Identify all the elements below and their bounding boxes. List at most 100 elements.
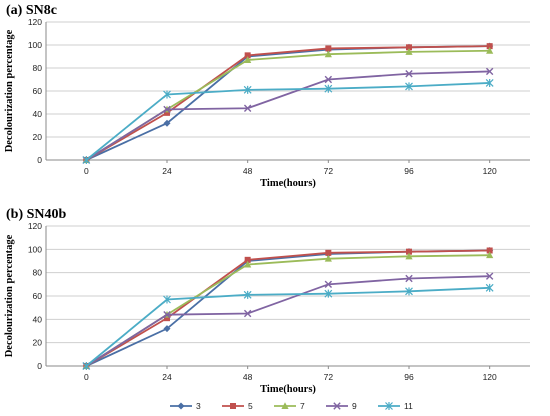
x-tick-label: 48: [243, 166, 253, 176]
data-point: [405, 252, 413, 260]
legend-marker: [385, 402, 393, 410]
y-tick-label: 20: [33, 132, 43, 142]
y-tick-label: 0: [37, 155, 42, 165]
data-point: [406, 44, 412, 51]
data-point: [163, 295, 171, 304]
data-point: [243, 104, 252, 112]
y-tick-label: 40: [33, 109, 43, 119]
y-tick-label: 80: [33, 268, 43, 278]
x-axis-title: Time(hours): [260, 384, 316, 395]
series-line: [85, 275, 490, 367]
series-11: [82, 78, 494, 164]
series-line: [85, 82, 490, 161]
data-point: [163, 310, 171, 319]
y-tick-label: 60: [33, 291, 43, 301]
legend-label: 9: [352, 401, 357, 411]
data-point: [485, 67, 494, 76]
series-line: [85, 70, 490, 161]
legend-item-7: 7: [274, 401, 305, 411]
data-point: [243, 290, 252, 299]
legend-marker: [281, 402, 289, 409]
data-point: [405, 70, 413, 78]
data-point: [244, 56, 252, 63]
legend-label: 3: [196, 401, 201, 411]
data-point: [244, 52, 251, 59]
data-point: [82, 362, 91, 370]
data-point: [324, 84, 333, 93]
data-point: [325, 249, 332, 256]
data-point: [406, 248, 412, 255]
legend-marker: [177, 402, 185, 410]
legend-label: 7: [300, 401, 305, 411]
data-point: [164, 315, 170, 322]
x-tick-label: 96: [404, 166, 414, 176]
chart-panel-2: (b) SN40b 0 20 40 60 80 100 120 0 24 48 72 96 120 Time…: [4, 207, 530, 411]
data-point: [486, 251, 494, 259]
legend: 3 5 7 9 11: [170, 401, 413, 411]
y-tick-label: 60: [33, 86, 43, 96]
y-tick-label: 0: [37, 361, 42, 371]
series-11: [82, 283, 494, 370]
series-5: [83, 247, 493, 369]
data-point: [324, 289, 333, 298]
series-3: [82, 42, 494, 164]
data-point: [244, 260, 252, 268]
y-tick-label: 100: [28, 40, 42, 50]
y-tick-label: 120: [28, 221, 42, 231]
data-point: [485, 78, 494, 87]
chart-title: (a) SN8c: [6, 3, 57, 18]
data-point: [405, 287, 413, 296]
data-point: [243, 85, 252, 94]
legend-item-11: 11: [378, 401, 413, 411]
data-point: [163, 119, 171, 127]
x-tick-label: 72: [324, 372, 334, 382]
chart-panel-1: (a) SN8c 0 20 40 60 80 100 120 0 24 48 72 96 120 Time(…: [4, 3, 530, 189]
data-point: [324, 254, 332, 262]
legend-marker: [230, 403, 236, 409]
legend-item-3: 3: [170, 401, 201, 411]
series-line: [85, 254, 490, 367]
x-tick-label: 120: [483, 166, 497, 176]
legend-item-9: 9: [326, 401, 357, 411]
y-tick-label: 20: [33, 338, 43, 348]
x-tick-label: 72: [324, 166, 334, 176]
series-3: [82, 247, 494, 370]
data-point: [486, 247, 493, 254]
x-tick-label: 24: [162, 166, 172, 176]
x-tick-label: 0: [84, 372, 89, 382]
data-point: [405, 48, 413, 55]
data-point: [163, 90, 171, 99]
series-line: [85, 286, 490, 367]
series-7: [82, 251, 494, 369]
y-tick-label: 40: [33, 314, 43, 324]
series-5: [83, 43, 493, 163]
series-line: [85, 49, 490, 161]
data-point: [324, 75, 333, 84]
series-9: [82, 67, 494, 164]
chart-title: (b) SN40b: [6, 207, 67, 222]
data-point: [486, 43, 493, 50]
data-point: [486, 46, 494, 54]
data-point: [164, 109, 170, 116]
series-line: [85, 249, 490, 367]
y-tick-label: 100: [28, 244, 42, 254]
x-tick-label: 48: [243, 372, 253, 382]
series-line: [85, 45, 490, 161]
data-point: [163, 325, 171, 333]
y-axis-title: Decolourization percentage: [4, 29, 15, 152]
data-point: [325, 45, 332, 52]
data-point: [82, 156, 91, 164]
data-point: [405, 274, 413, 283]
data-point: [485, 272, 494, 280]
x-tick-label: 0: [84, 166, 89, 176]
legend-label: 11: [404, 401, 413, 411]
series-7: [82, 46, 494, 163]
legend-item-5: 5: [222, 401, 253, 411]
x-axis-title: Time(hours): [260, 178, 316, 189]
data-point: [163, 105, 171, 114]
data-point: [405, 82, 413, 91]
legend-label: 5: [248, 401, 253, 411]
y-axis-title: Decolourization percentage: [4, 234, 15, 357]
data-point: [244, 256, 251, 263]
